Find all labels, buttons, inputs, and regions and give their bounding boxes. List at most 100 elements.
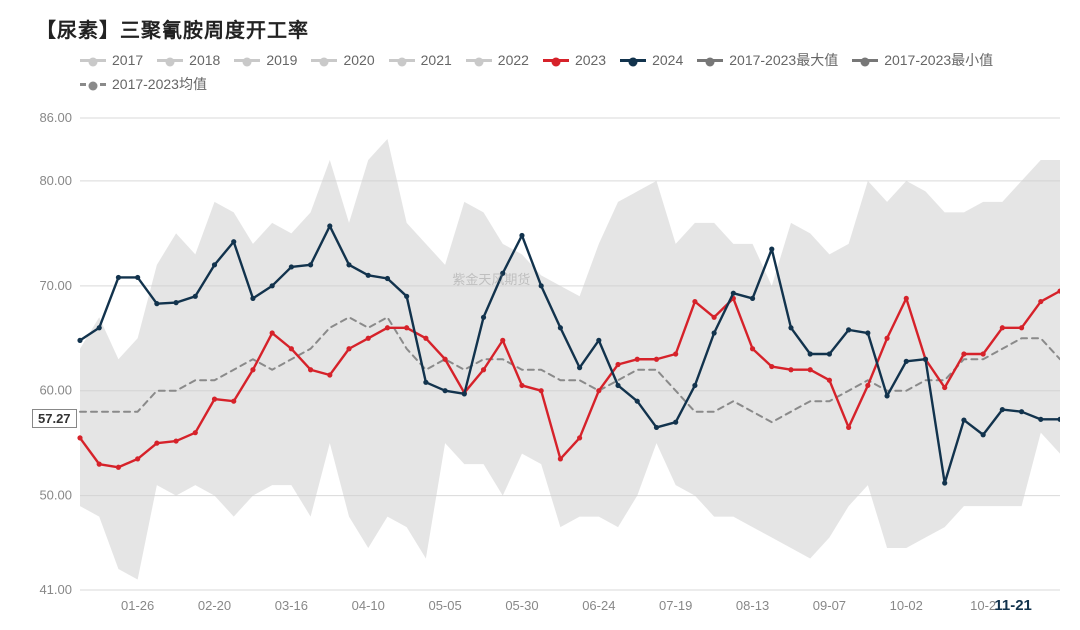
legend-item[interactable]: 2017-2023最大值	[697, 50, 838, 70]
series-marker	[212, 262, 217, 267]
series-marker	[346, 346, 351, 351]
x-tick-label: 09-07	[813, 598, 846, 612]
series-marker	[558, 325, 563, 330]
legend-label: 2017-2023均值	[112, 74, 207, 94]
series-marker	[846, 425, 851, 430]
x-tick-label: 05-30	[505, 598, 538, 612]
legend-item[interactable]: 2019	[234, 52, 297, 68]
series-marker	[77, 435, 82, 440]
legend-label: 2022	[498, 52, 529, 68]
series-marker	[154, 441, 159, 446]
legend-item[interactable]: 2021	[389, 52, 452, 68]
series-marker	[442, 357, 447, 362]
series-marker	[250, 296, 255, 301]
legend-item[interactable]: 2017-2023均值	[80, 74, 207, 94]
series-marker	[577, 435, 582, 440]
legend-label: 2017	[112, 52, 143, 68]
series-marker	[366, 336, 371, 341]
series-marker	[212, 397, 217, 402]
x-tick-label: 05-05	[428, 598, 461, 612]
series-marker	[97, 325, 102, 330]
series-marker	[884, 336, 889, 341]
series-marker	[481, 315, 486, 320]
series-marker	[788, 367, 793, 372]
series-marker	[1000, 407, 1005, 412]
legend-item[interactable]: 2022	[466, 52, 529, 68]
legend-item[interactable]: 2024	[620, 52, 683, 68]
series-marker	[615, 362, 620, 367]
y-tick-label: 86.00	[39, 110, 72, 125]
x-tick-highlight: 11-21	[994, 597, 1032, 612]
series-marker	[865, 330, 870, 335]
range-band	[80, 139, 1060, 580]
series-marker	[846, 327, 851, 332]
series-marker	[904, 296, 909, 301]
series-marker	[558, 456, 563, 461]
series-marker	[731, 291, 736, 296]
series-marker	[750, 296, 755, 301]
series-marker	[692, 383, 697, 388]
legend-item[interactable]: 2020	[311, 52, 374, 68]
legend-item[interactable]: 2018	[157, 52, 220, 68]
series-marker	[692, 299, 697, 304]
series-marker	[808, 351, 813, 356]
series-marker	[423, 380, 428, 385]
series-marker	[788, 325, 793, 330]
series-marker	[827, 351, 832, 356]
y-tick-label: 41.00	[39, 582, 72, 597]
series-marker	[193, 294, 198, 299]
series-marker	[289, 346, 294, 351]
series-marker	[1000, 325, 1005, 330]
series-marker	[769, 247, 774, 252]
legend-label: 2017-2023最大值	[729, 50, 838, 70]
legend-item[interactable]: 2017-2023最小值	[852, 50, 993, 70]
series-marker	[942, 480, 947, 485]
series-marker	[193, 430, 198, 435]
series-marker	[77, 338, 82, 343]
x-tick-label: 02-20	[198, 598, 231, 612]
series-marker	[519, 233, 524, 238]
series-marker	[673, 351, 678, 356]
series-marker	[308, 367, 313, 372]
series-marker	[635, 399, 640, 404]
x-tick-label: 01-26	[121, 598, 154, 612]
series-marker	[135, 456, 140, 461]
x-tick-label: 10-02	[890, 598, 923, 612]
y-axis-callout: 57.27	[32, 409, 77, 428]
legend-item[interactable]: 2023	[543, 52, 606, 68]
series-marker	[961, 351, 966, 356]
legend-item[interactable]: 2017	[80, 52, 143, 68]
chart-title: 【尿素】三聚氰胺周度开工率	[36, 14, 309, 43]
series-marker	[173, 438, 178, 443]
series-marker	[981, 432, 986, 437]
y-tick-label: 60.00	[39, 383, 72, 398]
series-marker	[1038, 417, 1043, 422]
series-marker	[1019, 325, 1024, 330]
series-marker	[942, 385, 947, 390]
series-marker	[135, 275, 140, 280]
series-marker	[173, 300, 178, 305]
series-marker	[231, 239, 236, 244]
series-marker	[519, 383, 524, 388]
legend-label: 2020	[343, 52, 374, 68]
series-marker	[327, 223, 332, 228]
series-marker	[712, 330, 717, 335]
series-marker	[904, 359, 909, 364]
series-marker	[539, 388, 544, 393]
series-marker	[808, 367, 813, 372]
x-tick-label: 06-24	[582, 598, 615, 612]
series-marker	[250, 367, 255, 372]
series-marker	[327, 372, 332, 377]
chart-plot: 41.0050.0060.0070.0080.0086.0001-2602-20…	[32, 110, 1060, 612]
x-tick-label: 07-19	[659, 598, 692, 612]
legend-label: 2018	[189, 52, 220, 68]
legend-label: 2017-2023最小值	[884, 50, 993, 70]
legend: 2017 2018 2019 2020 2021 2022 2023 2024 2017-202…	[80, 50, 1040, 94]
series-marker	[981, 351, 986, 356]
series-marker	[1038, 299, 1043, 304]
series-marker	[712, 315, 717, 320]
series-marker	[884, 393, 889, 398]
x-tick-label: 04-10	[352, 598, 385, 612]
series-marker	[346, 262, 351, 267]
series-marker	[596, 388, 601, 393]
